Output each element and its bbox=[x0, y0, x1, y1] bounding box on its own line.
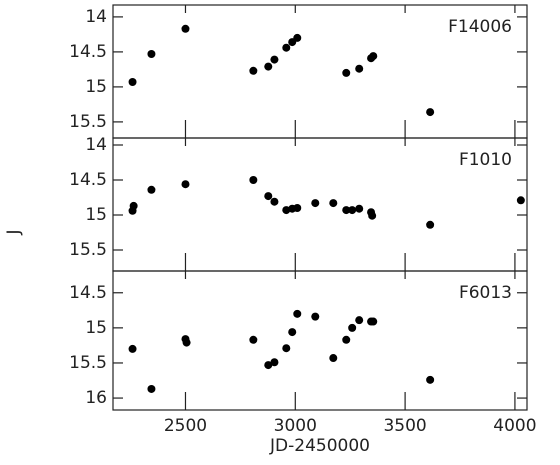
data-point bbox=[329, 199, 338, 208]
data-point bbox=[293, 309, 302, 318]
data-point bbox=[147, 384, 156, 393]
panel-label: F1010 bbox=[459, 150, 512, 170]
x-tick-label: 4000 bbox=[493, 416, 536, 436]
data-point bbox=[270, 197, 279, 206]
data-point bbox=[147, 50, 156, 58]
y-tick-label: 14.5 bbox=[69, 170, 107, 190]
y-tick-label: 16 bbox=[85, 388, 107, 408]
y-tick-label: 15.5 bbox=[69, 353, 107, 373]
y-tick-label: 14 bbox=[85, 135, 107, 155]
data-point bbox=[270, 55, 279, 64]
data-point bbox=[342, 68, 351, 77]
data-point bbox=[270, 358, 279, 367]
x-tick-label: 2500 bbox=[164, 416, 207, 436]
data-point bbox=[293, 33, 302, 42]
data-point bbox=[264, 62, 273, 71]
data-point bbox=[311, 199, 320, 208]
data-point bbox=[128, 344, 137, 353]
panel-frame bbox=[112, 270, 528, 411]
data-point bbox=[355, 64, 364, 73]
x-tick-label: 3000 bbox=[274, 416, 317, 436]
data-point bbox=[264, 361, 273, 370]
data-point bbox=[264, 192, 273, 201]
data-point bbox=[282, 344, 291, 353]
data-point bbox=[293, 204, 302, 212]
data-point bbox=[128, 78, 137, 86]
data-point bbox=[342, 335, 351, 344]
y-tick-label: 15.5 bbox=[69, 112, 107, 132]
data-point bbox=[282, 43, 291, 52]
data-point bbox=[355, 316, 364, 325]
data-point bbox=[516, 196, 525, 205]
y-tick-label: 14.5 bbox=[69, 42, 107, 62]
data-point bbox=[182, 338, 191, 347]
data-point bbox=[288, 328, 297, 337]
y-tick-label: 14.5 bbox=[69, 283, 107, 303]
y-tick-label: 15 bbox=[85, 318, 107, 338]
panel-label: F14006 bbox=[448, 17, 512, 37]
data-point bbox=[147, 185, 156, 194]
data-point bbox=[355, 204, 364, 213]
data-point bbox=[329, 354, 338, 363]
y-axis-label: J bbox=[4, 229, 24, 235]
data-point bbox=[249, 335, 258, 344]
data-point bbox=[342, 206, 351, 215]
data-point bbox=[181, 24, 190, 33]
data-point bbox=[249, 66, 258, 75]
data-point bbox=[426, 220, 435, 229]
panel-label: F6013 bbox=[459, 283, 512, 303]
data-point bbox=[311, 312, 320, 321]
data-point bbox=[369, 317, 378, 326]
x-tick-label: 3500 bbox=[383, 416, 426, 436]
y-tick-label: 14 bbox=[85, 7, 107, 27]
data-point bbox=[348, 323, 357, 332]
data-point bbox=[426, 108, 435, 117]
y-tick-label: 15 bbox=[85, 77, 107, 97]
data-point bbox=[426, 375, 435, 384]
y-tick-label: 15.5 bbox=[69, 240, 107, 260]
data-point bbox=[181, 180, 190, 189]
data-point bbox=[369, 52, 378, 61]
data-point bbox=[348, 206, 357, 215]
x-axis-label: JD-2450000 bbox=[269, 436, 370, 456]
y-tick-label: 15 bbox=[85, 205, 107, 225]
data-point bbox=[249, 176, 258, 184]
data-point bbox=[128, 206, 137, 215]
data-point bbox=[368, 211, 377, 220]
